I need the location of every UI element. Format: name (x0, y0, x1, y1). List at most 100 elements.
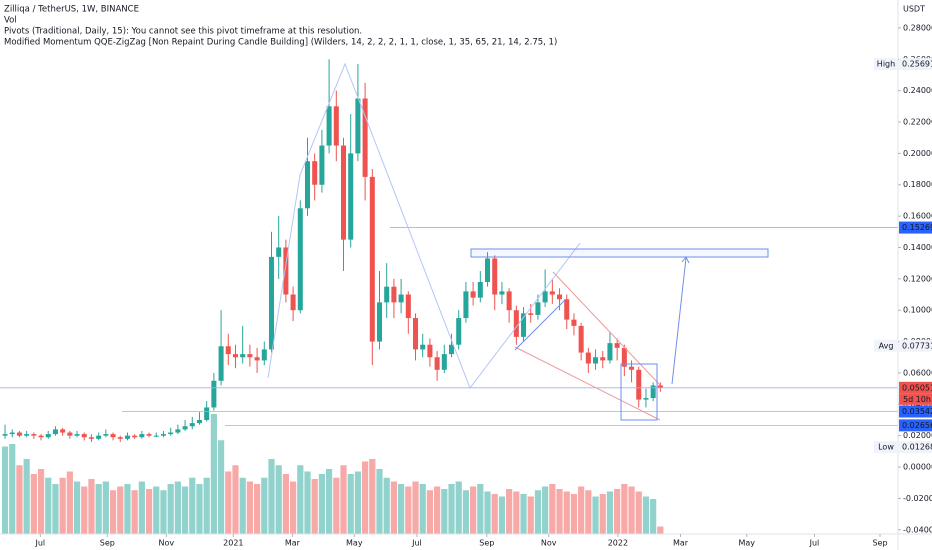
candle-body (60, 429, 66, 433)
price-badge (899, 419, 932, 432)
candle-body (362, 98, 368, 177)
candle-body (218, 346, 224, 381)
candle-body (153, 435, 159, 437)
price-badge-label: 0.05051 (902, 383, 932, 392)
volume-bar (52, 484, 59, 534)
drawings (267, 62, 769, 421)
candle-body (24, 434, 30, 436)
volume-bar (37, 469, 45, 534)
volume-bar (369, 459, 376, 534)
candle-body (405, 294, 411, 319)
candle-body (232, 354, 239, 358)
candle-body (470, 291, 476, 298)
volume-bar (477, 484, 484, 534)
price-badge (899, 441, 932, 454)
volume-bar (45, 477, 52, 534)
price-badge (899, 58, 932, 71)
volume-bar (16, 465, 23, 534)
volume-bar (304, 471, 311, 534)
projection-arrow (681, 256, 690, 264)
volume-bar (102, 481, 109, 534)
candle-body (600, 357, 606, 361)
x-tick-label: Sep (100, 539, 115, 548)
candle-body (348, 153, 354, 240)
volume-bar (311, 479, 318, 534)
candle-body (304, 161, 311, 209)
candle-body (528, 313, 534, 315)
price-badge-label: 0.25691 (902, 60, 932, 69)
price-tag (874, 339, 898, 352)
volume-bar (239, 477, 246, 534)
chart-title: Zilliqa / TetherUS, 1W, BINANCE (4, 5, 139, 15)
candle-body (103, 434, 109, 436)
candle-body (110, 434, 116, 438)
volume-bar (376, 469, 383, 534)
volume-bar (491, 494, 498, 534)
volume-bar (160, 490, 167, 534)
candle-body (240, 354, 246, 358)
volume-bar (606, 491, 614, 534)
volume-bar (441, 489, 448, 534)
volume-bar (318, 474, 325, 534)
volume-bar (225, 471, 232, 534)
candle-body (391, 286, 397, 303)
volume-bar (542, 486, 549, 534)
price-badge-label: 0.03542 (902, 407, 932, 416)
volume-bar (419, 484, 426, 534)
volume-bar (174, 481, 181, 534)
candle-body (376, 302, 383, 342)
volume-bar (354, 471, 362, 534)
volume-bar (484, 491, 491, 534)
candle-body (542, 291, 548, 303)
candle-body (146, 434, 152, 436)
candle-body (38, 435, 44, 438)
x-tick-label: Mar (673, 539, 689, 548)
trend-line (514, 299, 566, 351)
volume-bar (23, 459, 30, 534)
candle-body (196, 419, 202, 424)
x-tick-label: May (738, 539, 755, 548)
candle-body (290, 294, 296, 311)
candle-body (268, 256, 275, 350)
candle-body (168, 432, 174, 435)
candle-body (607, 343, 613, 361)
volume-bar (570, 494, 578, 534)
candle-body (499, 291, 505, 295)
zone-box (470, 248, 769, 258)
price-badge (899, 381, 932, 394)
candle-body (297, 208, 303, 311)
price-tag (874, 58, 898, 71)
volume-bar (585, 490, 592, 534)
volume-bar (1, 446, 9, 534)
candle-body (427, 344, 433, 358)
candle-body (629, 366, 635, 370)
volume-bar (88, 479, 95, 534)
candle-body (506, 291, 512, 311)
x-tick-label: Sep (872, 539, 887, 548)
indicator-label: Vol (4, 16, 17, 26)
x-tick-label: Jul (34, 539, 45, 548)
candle-body (276, 247, 282, 257)
volume-bar (153, 486, 160, 534)
candle-body (485, 258, 491, 282)
candle-body (211, 380, 217, 408)
volume-bar (181, 486, 189, 534)
candle-body (2, 434, 8, 436)
volume-bar (138, 481, 145, 534)
candle-body (535, 302, 541, 315)
candle-body (204, 407, 210, 420)
target-box (620, 363, 658, 421)
candle-body (434, 357, 440, 370)
price-tag-label: Low (878, 443, 894, 452)
candle-body (621, 347, 627, 367)
volume-bar (470, 486, 477, 534)
volume-bar (412, 481, 419, 534)
volume-bar (642, 496, 650, 534)
volume-bar (275, 465, 282, 534)
candle-body (578, 325, 584, 353)
